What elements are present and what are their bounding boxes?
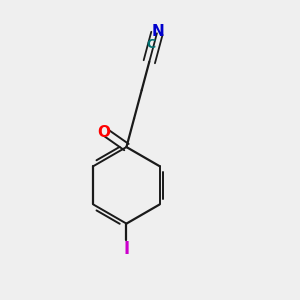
Text: O: O [97,125,110,140]
Text: N: N [152,24,165,39]
Text: C: C [146,38,155,51]
Text: I: I [123,240,130,258]
